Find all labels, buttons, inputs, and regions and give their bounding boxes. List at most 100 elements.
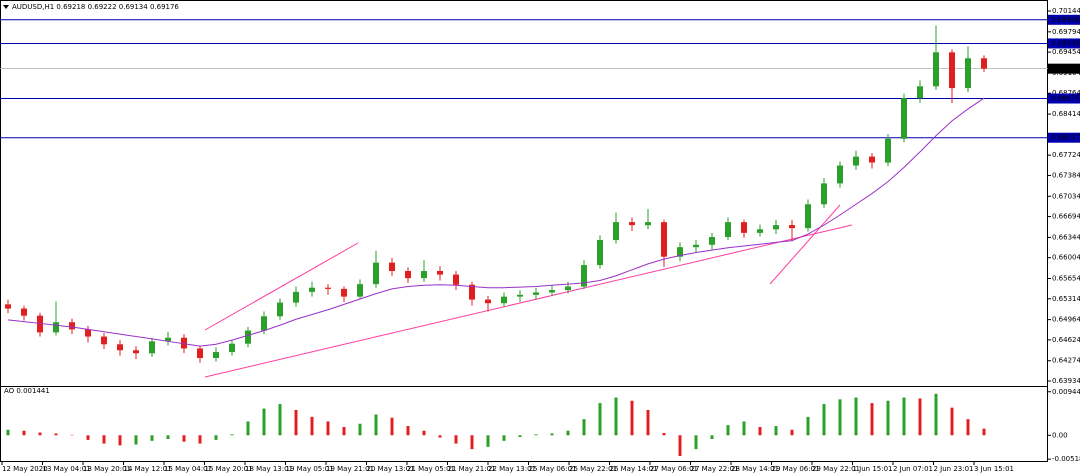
level-label: 0.69996 (1051, 16, 1080, 24)
y-tick-label: 0.64624 (1052, 336, 1080, 344)
x-tick-label: 14 May 12:01 (124, 465, 172, 473)
candle-body (629, 222, 635, 226)
ao-y-tick-label: 0.009448 (1052, 388, 1080, 396)
x-tick-label: 12 May 2020 (2, 465, 48, 473)
x-tick-label: 29 May 06:01 (772, 465, 820, 473)
candle-body (613, 222, 619, 241)
x-tick-label: 2 Jun 23:01 (934, 465, 974, 473)
candle-body (133, 350, 139, 354)
level-box (1048, 38, 1080, 49)
candle-body (325, 287, 331, 289)
candle-body (117, 344, 123, 351)
x-tick-label: 15 May 04:01 (164, 465, 212, 473)
trend-line (204, 242, 359, 331)
y-tick-label: 0.65654 (1052, 275, 1080, 283)
candle-body (21, 308, 27, 316)
level-label: 0.68675 (1051, 95, 1080, 103)
candle-body (789, 225, 795, 229)
menu-triangle (3, 5, 9, 9)
candle-body (405, 271, 411, 279)
x-tick-label: 25 May 06:01 (529, 465, 577, 473)
x-tick-label: 22 May 13:01 (488, 465, 536, 473)
candle-body (661, 222, 667, 257)
candle-body (693, 244, 699, 248)
candle-body (501, 296, 507, 304)
x-tick-label: 19 May 21:01 (326, 465, 374, 473)
candle-body (5, 304, 11, 309)
x-tick-label: 28 May 14:01 (731, 465, 779, 473)
x-tick-label: 18 May 13:01 (245, 465, 293, 473)
candle-body (869, 156, 875, 163)
current-price-label: 0.69176 (1051, 65, 1080, 73)
y-tick-label: 0.69454 (1052, 48, 1080, 56)
moving-average (7, 97, 985, 347)
candle-body (421, 271, 427, 279)
candle-body (293, 291, 299, 303)
y-tick-label: 0.66694 (1052, 213, 1080, 221)
candle-body (165, 337, 171, 342)
candle-body (437, 271, 443, 275)
candle-body (53, 322, 59, 333)
candle-body (373, 262, 379, 285)
candle-body (245, 330, 251, 344)
chart-title: AUDUSD,H1 0.69218 0.69222 0.69134 0.6917… (12, 3, 179, 11)
candle-body (213, 352, 219, 358)
candle-body (741, 222, 747, 233)
candle-body (277, 302, 283, 317)
candle-body (485, 299, 491, 304)
candle-body (901, 98, 907, 139)
candle-body (805, 204, 811, 229)
candle-body (853, 156, 859, 166)
ao-y-tick-label: 0.00 (1052, 431, 1068, 439)
x-tick-label: 26 May 14:01 (610, 465, 658, 473)
candle-body (469, 284, 475, 300)
y-tick-label: 0.64274 (1052, 357, 1080, 365)
candle-body (837, 165, 843, 184)
candle-body (309, 287, 315, 292)
y-tick-label: 0.67034 (1052, 192, 1080, 200)
y-tick-label: 0.66344 (1052, 233, 1080, 241)
ao-y-tick-label: -0.00518 (1052, 455, 1080, 463)
candle-body (549, 290, 555, 293)
x-tick-label: 1 Jun 15:01 (853, 465, 893, 473)
candle-body (981, 58, 987, 69)
x-tick-label: 13 May 04:01 (43, 465, 91, 473)
ao-label: AO 0.001441 (4, 387, 50, 395)
x-tick-label: 21 May 05:01 (407, 465, 455, 473)
candle-body (949, 52, 955, 89)
y-tick-label: 0.67384 (1052, 171, 1080, 179)
y-tick-label: 0.68414 (1052, 110, 1080, 118)
candle-body (181, 337, 187, 349)
candle-body (149, 341, 155, 354)
candle-body (725, 222, 731, 238)
x-tick-label: 2 Jun 07:01 (893, 465, 933, 473)
candle-body (85, 329, 91, 337)
level-box (1048, 93, 1080, 104)
y-tick-label: 0.65314 (1052, 295, 1080, 303)
candle-body (821, 183, 827, 205)
level-label: 0.68017 (1051, 134, 1080, 142)
y-tick-label: 0.68764 (1052, 89, 1080, 97)
candle-body (517, 294, 523, 297)
x-tick-label: 29 May 22:01 (812, 465, 860, 473)
x-tick-label: 25 May 22:01 (569, 465, 617, 473)
candle-body (389, 262, 395, 272)
candle-body (581, 265, 587, 287)
candle-body (229, 343, 235, 353)
x-tick-label: 3 Jun 15:01 (974, 465, 1014, 473)
x-tick-label: 13 May 20:01 (83, 465, 131, 473)
candle-body (933, 52, 939, 87)
level-box (1048, 14, 1080, 25)
candle-body (773, 225, 779, 230)
x-tick-label: 20 May 13:01 (367, 465, 415, 473)
candle-body (453, 274, 459, 285)
level-box (1048, 132, 1080, 143)
candle-body (37, 315, 43, 333)
y-tick-label: 0.67724 (1052, 151, 1080, 159)
trend-line (204, 224, 853, 378)
x-tick-label: 27 May 06:01 (650, 465, 698, 473)
x-tick-label: 19 May 05:01 (286, 465, 334, 473)
y-tick-label: 0.70144 (1052, 7, 1080, 15)
candle-body (757, 229, 763, 233)
